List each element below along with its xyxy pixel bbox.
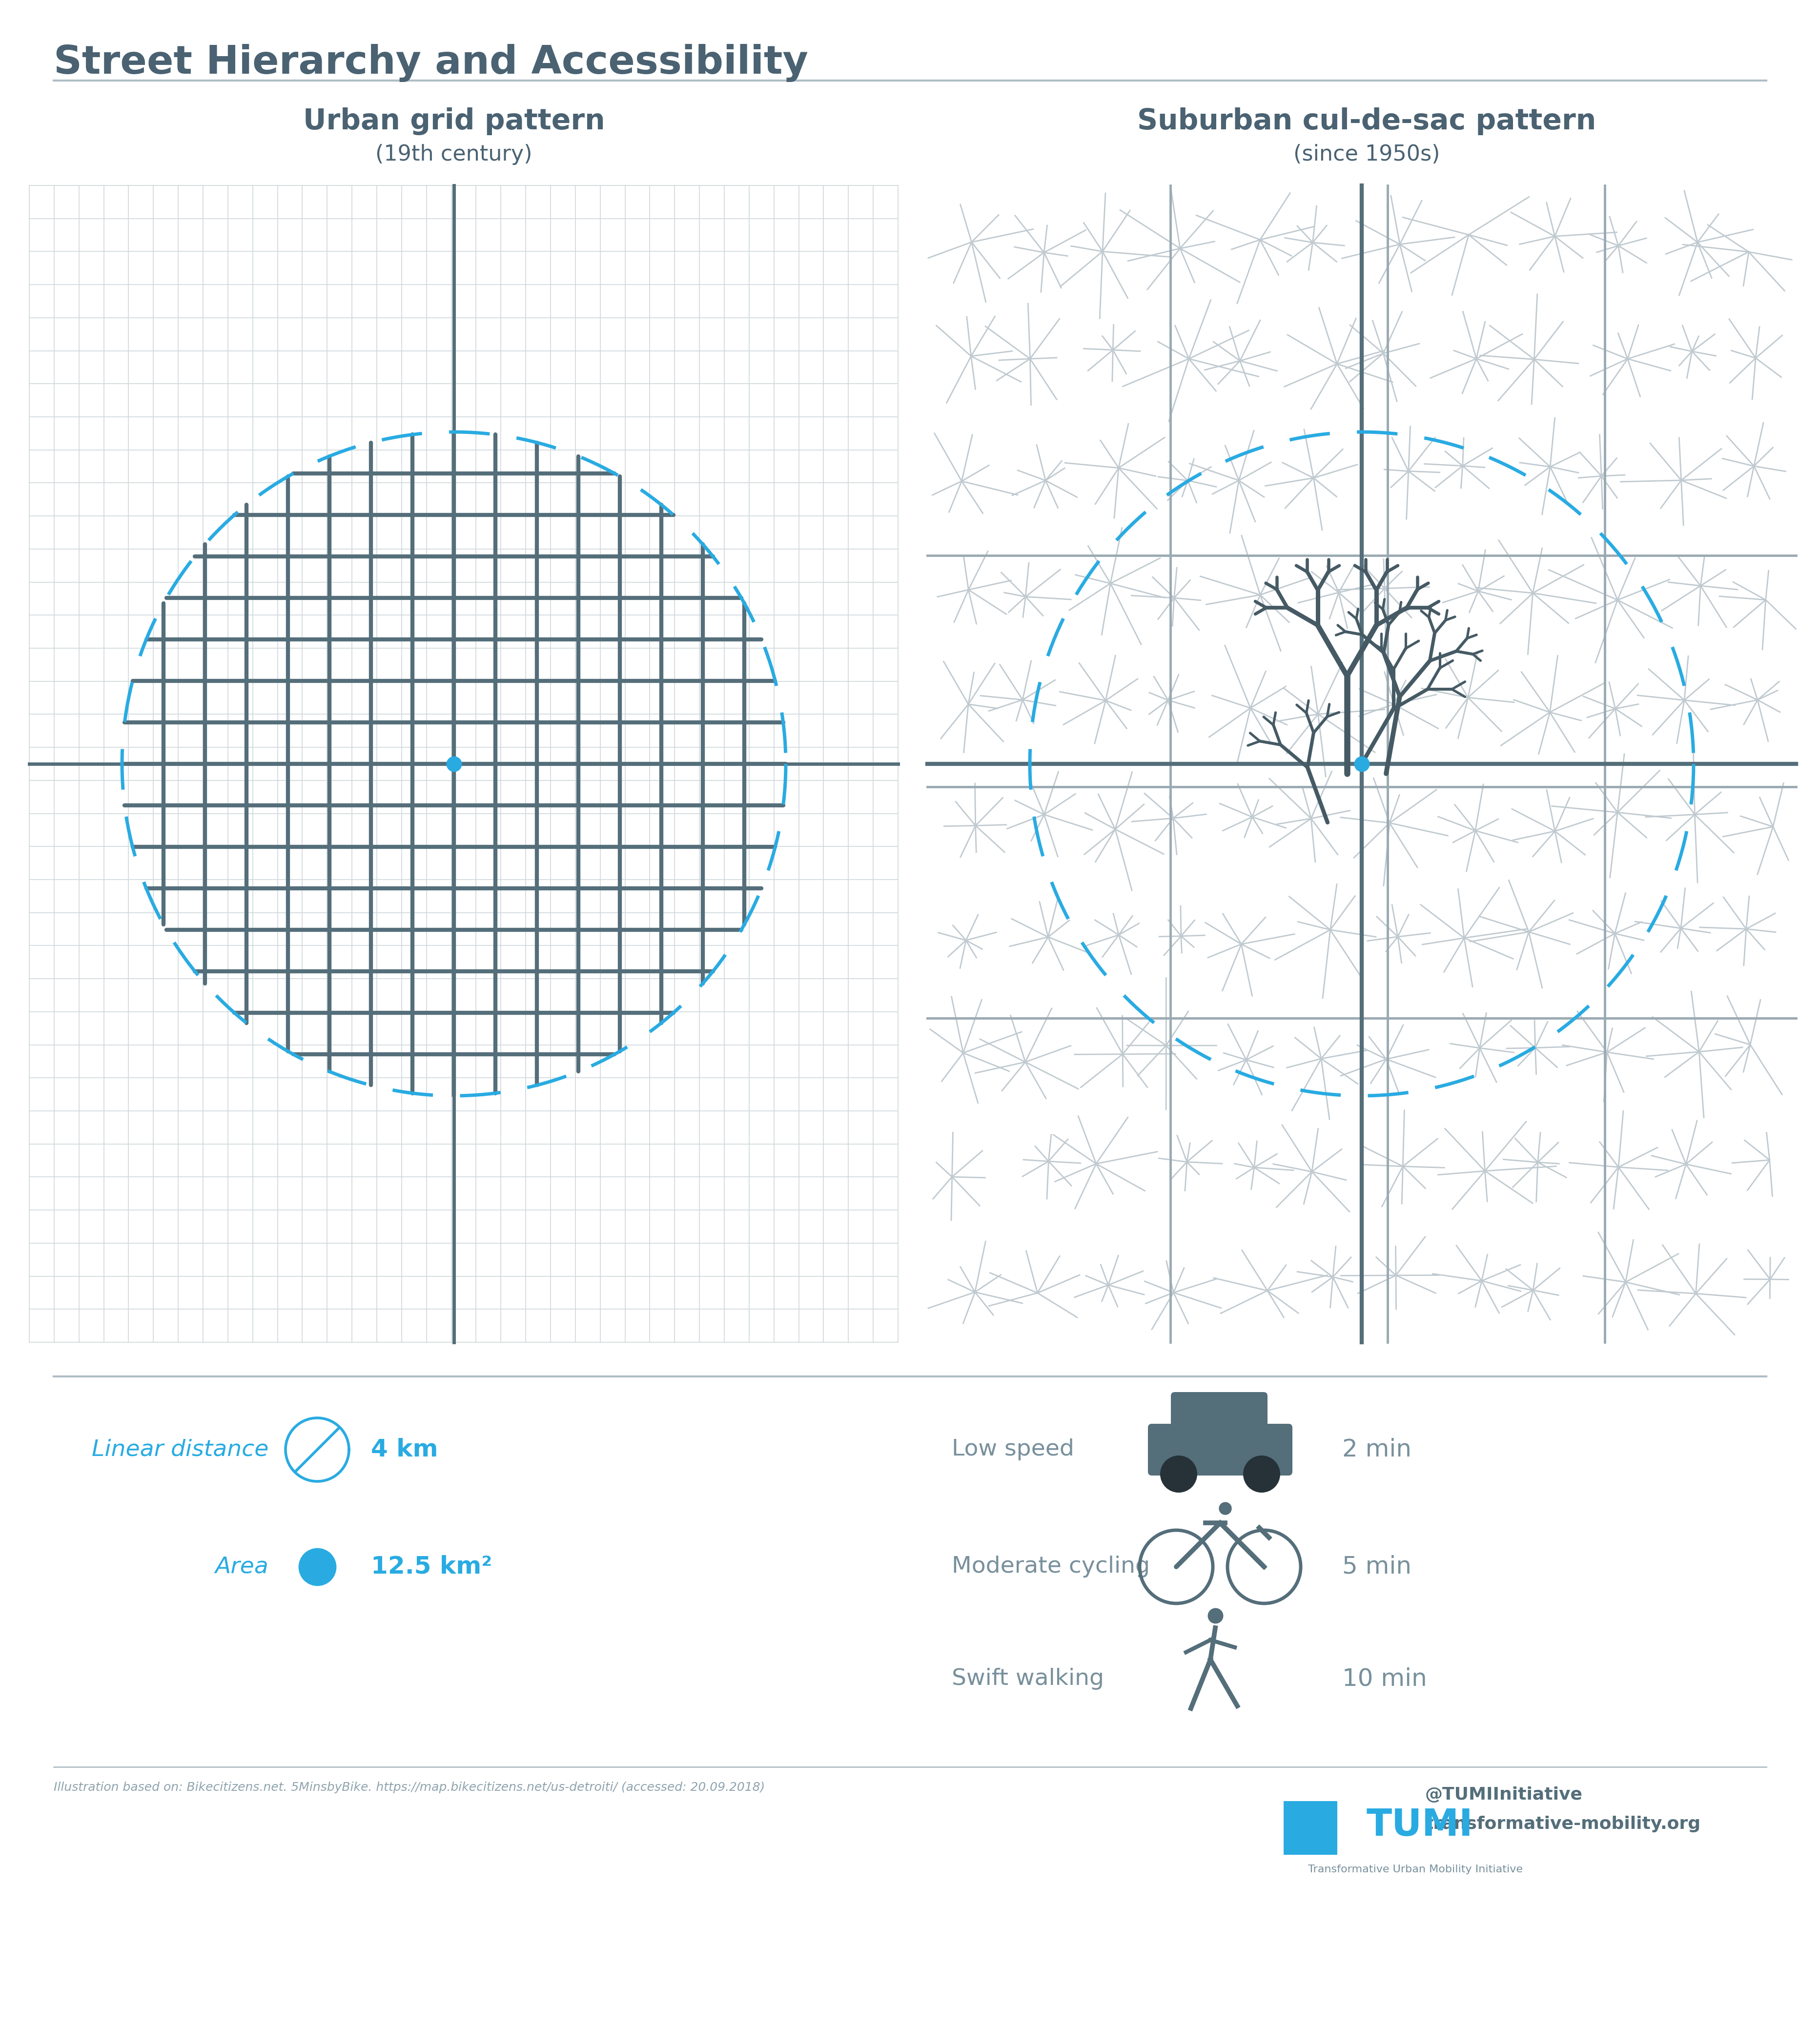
Text: Illustration based on: Bikecitizens.net. 5MinsbyBike. https://map.bikecitizens.n: Illustration based on: Bikecitizens.net.… (53, 1782, 764, 1792)
Text: Swift walking: Swift walking (952, 1669, 1105, 1691)
Text: Urban grid pattern: Urban grid pattern (302, 108, 604, 136)
Text: Transformative Urban Mobility Initiative: Transformative Urban Mobility Initiative (1309, 1864, 1523, 1874)
Text: Area: Area (215, 1555, 268, 1577)
Text: (since 1950s): (since 1950s) (1294, 144, 1440, 164)
Text: Linear distance: Linear distance (91, 1439, 268, 1462)
Text: Low speed: Low speed (952, 1439, 1074, 1462)
Text: Street Hierarchy and Accessibility: Street Hierarchy and Accessibility (53, 45, 808, 81)
FancyBboxPatch shape (1170, 1393, 1267, 1433)
FancyBboxPatch shape (1148, 1423, 1292, 1476)
Text: TUMI: TUMI (1367, 1807, 1472, 1843)
Text: 5 min: 5 min (1341, 1555, 1412, 1579)
Text: Moderate cycling: Moderate cycling (952, 1555, 1150, 1577)
Text: 10 min: 10 min (1341, 1667, 1427, 1691)
Text: transformative-mobility.org: transformative-mobility.org (1425, 1815, 1702, 1833)
Text: (19th century): (19th century) (375, 144, 533, 164)
Text: 4 km: 4 km (371, 1437, 439, 1462)
Text: Suburban cul-de-sac pattern: Suburban cul-de-sac pattern (1138, 108, 1596, 136)
Text: 2 min: 2 min (1341, 1437, 1412, 1462)
Circle shape (1243, 1456, 1279, 1492)
Circle shape (1159, 1456, 1198, 1492)
Text: @TUMIInitiative: @TUMIInitiative (1425, 1786, 1583, 1803)
Text: 12.5 km²: 12.5 km² (371, 1555, 491, 1579)
FancyBboxPatch shape (1283, 1801, 1338, 1855)
